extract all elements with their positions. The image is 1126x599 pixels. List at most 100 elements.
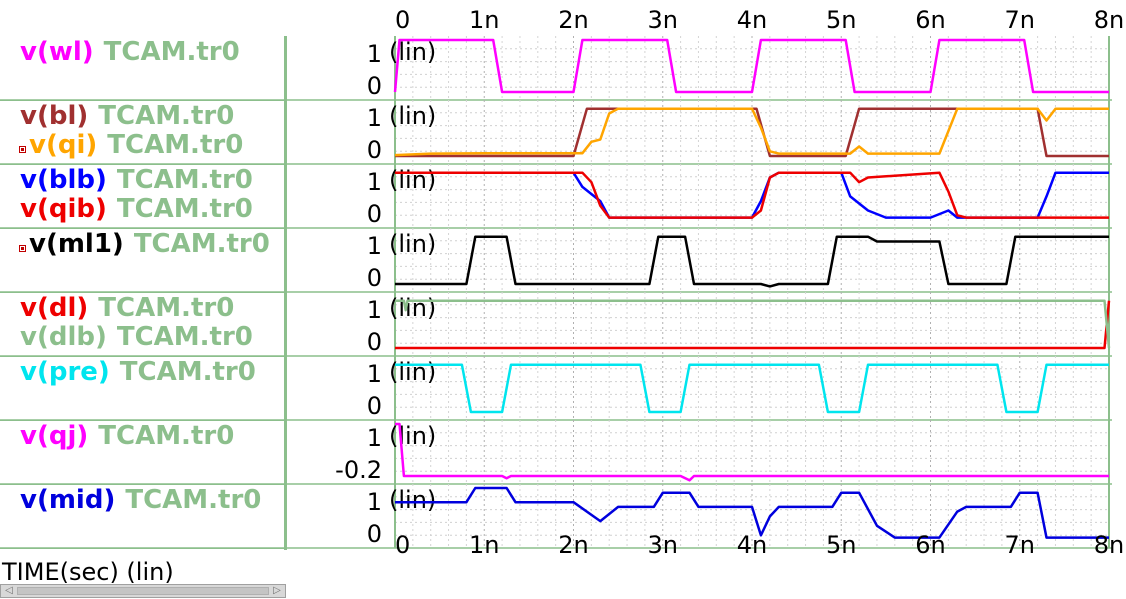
legend-signal-name: v(bl) bbox=[20, 101, 89, 131]
y-scale-label: (lin) bbox=[389, 166, 436, 194]
series-line-vqj bbox=[395, 422, 1109, 482]
legend-divider[interactable] bbox=[284, 36, 287, 550]
series-line-vqi bbox=[394, 107, 1109, 157]
legend-entry[interactable]: v(dl) TCAM.tr0 bbox=[20, 294, 234, 322]
legend-signal-source: TCAM.tr0 bbox=[125, 485, 262, 515]
legend-entry[interactable]: v(bl) TCAM.tr0 bbox=[20, 102, 234, 130]
cursor-marker-icon bbox=[19, 245, 26, 252]
signal-legend: v(wl) TCAM.tr0 v(bl) TCAM.tr0 v(qi) TCAM.tr0 v… bbox=[0, 0, 285, 550]
x-axis-label: TIME(sec) (lin) bbox=[2, 558, 174, 586]
legend-signal-source: TCAM.tr0 bbox=[119, 357, 256, 387]
legend-signal-name: v(dlb) bbox=[20, 322, 107, 352]
x-tick-label-bottom: 4n bbox=[737, 531, 767, 555]
y-scale-label: (lin) bbox=[389, 230, 436, 258]
legend-entry[interactable]: v(dlb) TCAM.tr0 bbox=[20, 323, 253, 351]
x-tick-label-bottom: 5n bbox=[826, 531, 856, 555]
series-line-vdlb bbox=[395, 299, 1111, 349]
series-line-vqib bbox=[395, 171, 1109, 219]
legend-signal-source: TCAM.tr0 bbox=[116, 322, 253, 352]
legend-signal-name: v(mid) bbox=[20, 485, 116, 515]
x-tick-label-top: 6n bbox=[915, 6, 945, 34]
legend-signal-name: v(wl) bbox=[20, 37, 94, 67]
y-tick-label: 1 bbox=[367, 296, 382, 324]
y-tick-label: 1 bbox=[367, 360, 382, 388]
panel-legend: v(pre) TCAM.tr0 bbox=[0, 356, 285, 421]
legend-signal-name: v(qi) bbox=[29, 130, 98, 160]
x-tick-label-top: 1n bbox=[469, 6, 499, 34]
scroll-thumb[interactable] bbox=[17, 587, 269, 595]
horizontal-scrollbar[interactable]: ◁ ▷ bbox=[0, 584, 286, 598]
legend-signal-source: TCAM.tr0 bbox=[116, 194, 253, 224]
scroll-left-arrow-icon[interactable]: ◁ bbox=[5, 585, 13, 596]
x-tick-label-bottom: 8n bbox=[1094, 531, 1124, 555]
y-tick-label: 1 bbox=[367, 168, 382, 196]
legend-signal-name: v(qib) bbox=[20, 194, 107, 224]
x-tick-label-bottom: 1n bbox=[469, 531, 499, 555]
y-tick-label: 0 bbox=[367, 136, 382, 164]
x-tick-label-bottom: 3n bbox=[648, 531, 678, 555]
x-tick-label-top: 5n bbox=[826, 6, 856, 34]
legend-entry[interactable]: v(qj) TCAM.tr0 bbox=[20, 422, 234, 450]
legend-signal-source: TCAM.tr0 bbox=[98, 421, 235, 451]
legend-signal-source: TCAM.tr0 bbox=[98, 101, 235, 131]
x-tick-label-bottom: 7n bbox=[1005, 531, 1035, 555]
series-line-vpre bbox=[395, 363, 1109, 414]
series-line-vdl bbox=[395, 300, 1111, 350]
legend-entry[interactable]: v(ml1) TCAM.tr0 bbox=[29, 230, 270, 258]
legend-signal-name: v(qj) bbox=[20, 421, 89, 451]
y-tick-label: 0 bbox=[367, 72, 382, 100]
legend-entry[interactable]: v(qi) TCAM.tr0 bbox=[29, 131, 243, 159]
panel-legend: v(ml1) TCAM.tr0 bbox=[0, 228, 285, 293]
y-scale-label: (lin) bbox=[389, 294, 436, 322]
legend-entry[interactable]: v(wl) TCAM.tr0 bbox=[20, 38, 240, 66]
x-tick-label-top: 4n bbox=[737, 6, 767, 34]
y-tick-label: 0 bbox=[367, 200, 382, 228]
legend-signal-source: TCAM.tr0 bbox=[98, 293, 235, 323]
series-line-vml1 bbox=[395, 235, 1109, 288]
panel-legend: v(mid) TCAM.tr0 bbox=[0, 484, 285, 549]
legend-entry[interactable]: v(qib) TCAM.tr0 bbox=[20, 195, 253, 223]
x-tick-label-bottom: 0 bbox=[395, 531, 410, 555]
legend-entry[interactable]: v(blb) TCAM.tr0 bbox=[20, 166, 253, 194]
panel-legend: v(wl) TCAM.tr0 bbox=[0, 36, 285, 101]
legend-signal-name: v(pre) bbox=[20, 357, 110, 387]
panel-legend: v(blb) TCAM.tr0 v(qib) TCAM.tr0 bbox=[0, 164, 285, 229]
legend-signal-source: TCAM.tr0 bbox=[103, 37, 240, 67]
series-line-vwl bbox=[393, 38, 1109, 94]
legend-signal-name: v(blb) bbox=[20, 165, 107, 195]
y-tick-label: 1 bbox=[367, 104, 382, 132]
series-line-vbl bbox=[395, 107, 1109, 158]
y-tick-label: 0 bbox=[367, 328, 382, 356]
y-scale-label: (lin) bbox=[389, 38, 436, 66]
cursor-marker-icon bbox=[19, 146, 26, 153]
waveform-plot: 0 1n 2n 3n 4n 5n 6n 7n 8n10(lin)10(lin)10(lin)10… bbox=[0, 6, 1124, 555]
y-tick-label: 1 bbox=[367, 232, 382, 260]
y-scale-label: (lin) bbox=[389, 486, 436, 514]
legend-signal-name: v(dl) bbox=[20, 293, 89, 323]
legend-signal-source: TCAM.tr0 bbox=[107, 130, 244, 160]
legend-signal-source: TCAM.tr0 bbox=[133, 229, 270, 259]
legend-signal-source: TCAM.tr0 bbox=[116, 165, 253, 195]
legend-entry[interactable]: v(pre) TCAM.tr0 bbox=[20, 358, 256, 386]
x-tick-label-top: 7n bbox=[1005, 6, 1035, 34]
x-tick-label-top: 2n bbox=[558, 6, 588, 34]
x-tick-label-top: 8n bbox=[1094, 6, 1124, 34]
y-tick-label: 1 bbox=[367, 488, 382, 516]
y-tick-label: 0 bbox=[367, 392, 382, 420]
legend-signal-name: v(ml1) bbox=[29, 229, 124, 259]
y-tick-label: 0 bbox=[367, 264, 382, 292]
y-tick-label: 0 bbox=[367, 520, 382, 548]
legend-entry[interactable]: v(mid) TCAM.tr0 bbox=[20, 486, 261, 514]
x-tick-label-bottom: 2n bbox=[558, 531, 588, 555]
y-scale-label: (lin) bbox=[389, 422, 436, 450]
scroll-right-arrow-icon[interactable]: ▷ bbox=[273, 585, 281, 596]
x-tick-label-top: 3n bbox=[648, 6, 678, 34]
y-scale-label: (lin) bbox=[389, 102, 436, 130]
y-tick-label: 1 bbox=[367, 40, 382, 68]
panel-legend: v(qj) TCAM.tr0 bbox=[0, 420, 285, 485]
panel-legend: v(bl) TCAM.tr0 v(qi) TCAM.tr0 bbox=[0, 100, 285, 165]
x-tick-label-bottom: 6n bbox=[915, 531, 945, 555]
y-tick-label: 1 bbox=[367, 424, 382, 452]
panel-legend: v(dl) TCAM.tr0 v(dlb) TCAM.tr0 bbox=[0, 292, 285, 357]
